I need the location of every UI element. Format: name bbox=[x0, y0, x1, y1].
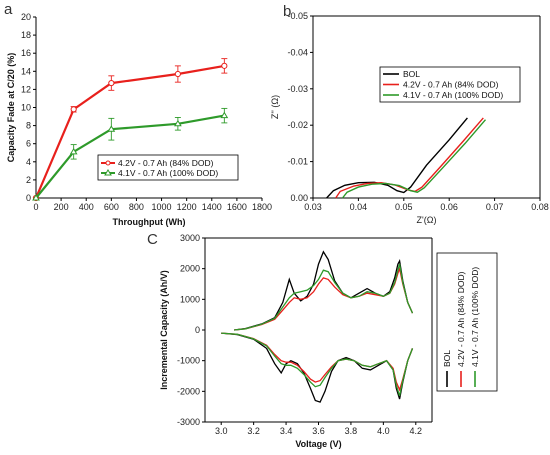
data-point bbox=[32, 194, 40, 201]
x-tick-label: 200 bbox=[54, 202, 69, 212]
x-axis-title: Z'(Ω) bbox=[417, 215, 437, 225]
series-green bbox=[32, 107, 229, 201]
charge-curve-red bbox=[234, 266, 414, 331]
data-point bbox=[70, 106, 77, 113]
x-tick-label: 0.06 bbox=[440, 202, 458, 212]
y-axis-title: Capacity Fade at C/20 (%) bbox=[6, 53, 16, 163]
y-tick-label: -0.01 bbox=[287, 157, 308, 167]
y-tick-label: -3000 bbox=[177, 417, 200, 427]
legend-label: 4.2V - 0.7 Ah (84% DOD) bbox=[118, 158, 214, 168]
y-tick-label: 0 bbox=[195, 325, 200, 335]
legend-label: 4.1V - 0.7 Ah (100% DOD) bbox=[403, 90, 503, 100]
x-tick-label: 3.4 bbox=[280, 426, 293, 436]
discharge-curve-black bbox=[221, 332, 414, 403]
data-point bbox=[108, 79, 115, 87]
y-tick-label: 4 bbox=[26, 157, 31, 167]
x-tick-label: 4.2 bbox=[410, 426, 423, 436]
panel-label-c: C bbox=[147, 231, 158, 248]
panel-label-b: b bbox=[283, 3, 291, 20]
legend-label: 4.1V - 0.7 Ah (100% DOD) bbox=[470, 267, 480, 367]
y-tick-label: -0.02 bbox=[287, 120, 308, 130]
legend-box bbox=[97, 154, 239, 181]
y-tick-label: 12 bbox=[21, 84, 31, 94]
legend-box bbox=[379, 66, 521, 103]
legend-marker bbox=[105, 160, 111, 166]
x-tick-label: 1200 bbox=[177, 202, 197, 212]
x-tick-label: 1000 bbox=[152, 202, 172, 212]
x-tick-label: 0 bbox=[33, 202, 38, 212]
legend-box bbox=[436, 252, 498, 392]
legend: BOL 4.2V - 0.7 Ah (84% DOD) 4.1V - 0.7 Ah … bbox=[436, 252, 498, 392]
x-tick-label: 0.04 bbox=[350, 202, 368, 212]
data-point bbox=[221, 62, 228, 69]
y-tick-label: 14 bbox=[21, 66, 31, 76]
y-tick-label: 0.00 bbox=[290, 193, 308, 203]
y-axis-title: Incremental Capacity (Ah/V) bbox=[159, 270, 169, 390]
x-tick-label: 600 bbox=[104, 202, 119, 212]
y-tick-label: 3000 bbox=[180, 233, 200, 243]
y-tick-label: 8 bbox=[26, 121, 31, 131]
series-line-red bbox=[335, 117, 484, 199]
x-tick-label: 0.03 bbox=[304, 202, 322, 212]
x-tick-label: 1400 bbox=[202, 202, 222, 212]
x-axis-title: Throughput (Wh) bbox=[113, 217, 186, 227]
x-tick-label: 0.05 bbox=[395, 202, 413, 212]
x-tick-label: 0.07 bbox=[486, 202, 504, 212]
panel-label-a: a bbox=[4, 1, 13, 18]
discharge-curve-green bbox=[221, 332, 414, 397]
legend-label: 4.2V - 0.7 Ah (84% DOD) bbox=[403, 80, 499, 90]
y-tick-label: -2000 bbox=[177, 386, 200, 396]
y-tick-label: -0.03 bbox=[287, 84, 308, 94]
x-tick-label: 4.0 bbox=[377, 426, 390, 436]
y-tick-label: 10 bbox=[21, 103, 31, 113]
legend-label: 4.1V - 0.7 Ah (100% DOD) bbox=[118, 168, 218, 178]
legend-label: 4.2V - 0.7 Ah (84% DOD) bbox=[456, 271, 466, 367]
data-point bbox=[220, 111, 229, 119]
y-tick-label: 2000 bbox=[180, 264, 200, 274]
data-point bbox=[173, 119, 182, 127]
legend-label: BOL bbox=[403, 69, 420, 79]
y-tick-label: 6 bbox=[26, 139, 31, 149]
y-axis-title: Z'' (Ω) bbox=[270, 95, 280, 119]
legend-marker bbox=[104, 169, 112, 176]
y-tick-label: 0 bbox=[26, 193, 31, 203]
data-point bbox=[107, 125, 116, 132]
data-point bbox=[174, 70, 181, 78]
series-line-green bbox=[341, 119, 487, 199]
x-tick-label: 1800 bbox=[252, 202, 272, 212]
charge-curve-black bbox=[234, 250, 414, 331]
y-tick-label: 1000 bbox=[180, 294, 200, 304]
charge-curve-green bbox=[234, 263, 414, 331]
y-tick-label: -0.05 bbox=[287, 11, 308, 21]
panel-a-chart: 0 200 400 600 800 1000 1200 1400 1600 1800 0 2 4 6 8 10… bbox=[6, 12, 272, 227]
legend-label: BOL bbox=[442, 350, 452, 367]
panel-b-chart: 0.03 0.04 0.05 0.06 0.07 0.08 0.00 -0.01 -0.02 -0… bbox=[270, 11, 549, 225]
panel-c-chart: 3.0 3.2 3.4 3.6 3.8 4.0 4.2 -3000 -2000 -1000 0 100… bbox=[159, 233, 498, 449]
x-tick-label: 3.8 bbox=[345, 426, 358, 436]
y-tick-label: 2 bbox=[26, 175, 31, 185]
x-tick-label: 1600 bbox=[227, 202, 247, 212]
y-tick-label: 18 bbox=[21, 30, 31, 40]
x-tick-label: 0.08 bbox=[531, 202, 549, 212]
series-line-black bbox=[326, 117, 468, 199]
legend: 4.2V - 0.7 Ah (84% DOD)4.1V - 0.7 Ah (10… bbox=[97, 154, 239, 181]
y-tick-label: -0.04 bbox=[287, 47, 308, 57]
x-tick-label: 3.6 bbox=[312, 426, 325, 436]
y-tick-label: 20 bbox=[21, 12, 31, 22]
x-tick-label: 3.2 bbox=[247, 426, 260, 436]
data-point bbox=[69, 147, 78, 155]
x-tick-label: 800 bbox=[129, 202, 144, 212]
x-tick-label: 400 bbox=[79, 202, 94, 212]
x-axis-title: Voltage (V) bbox=[295, 439, 341, 449]
x-tick-label: 3.0 bbox=[215, 426, 228, 436]
y-tick-label: 16 bbox=[21, 48, 31, 58]
y-tick-label: -1000 bbox=[177, 356, 200, 366]
